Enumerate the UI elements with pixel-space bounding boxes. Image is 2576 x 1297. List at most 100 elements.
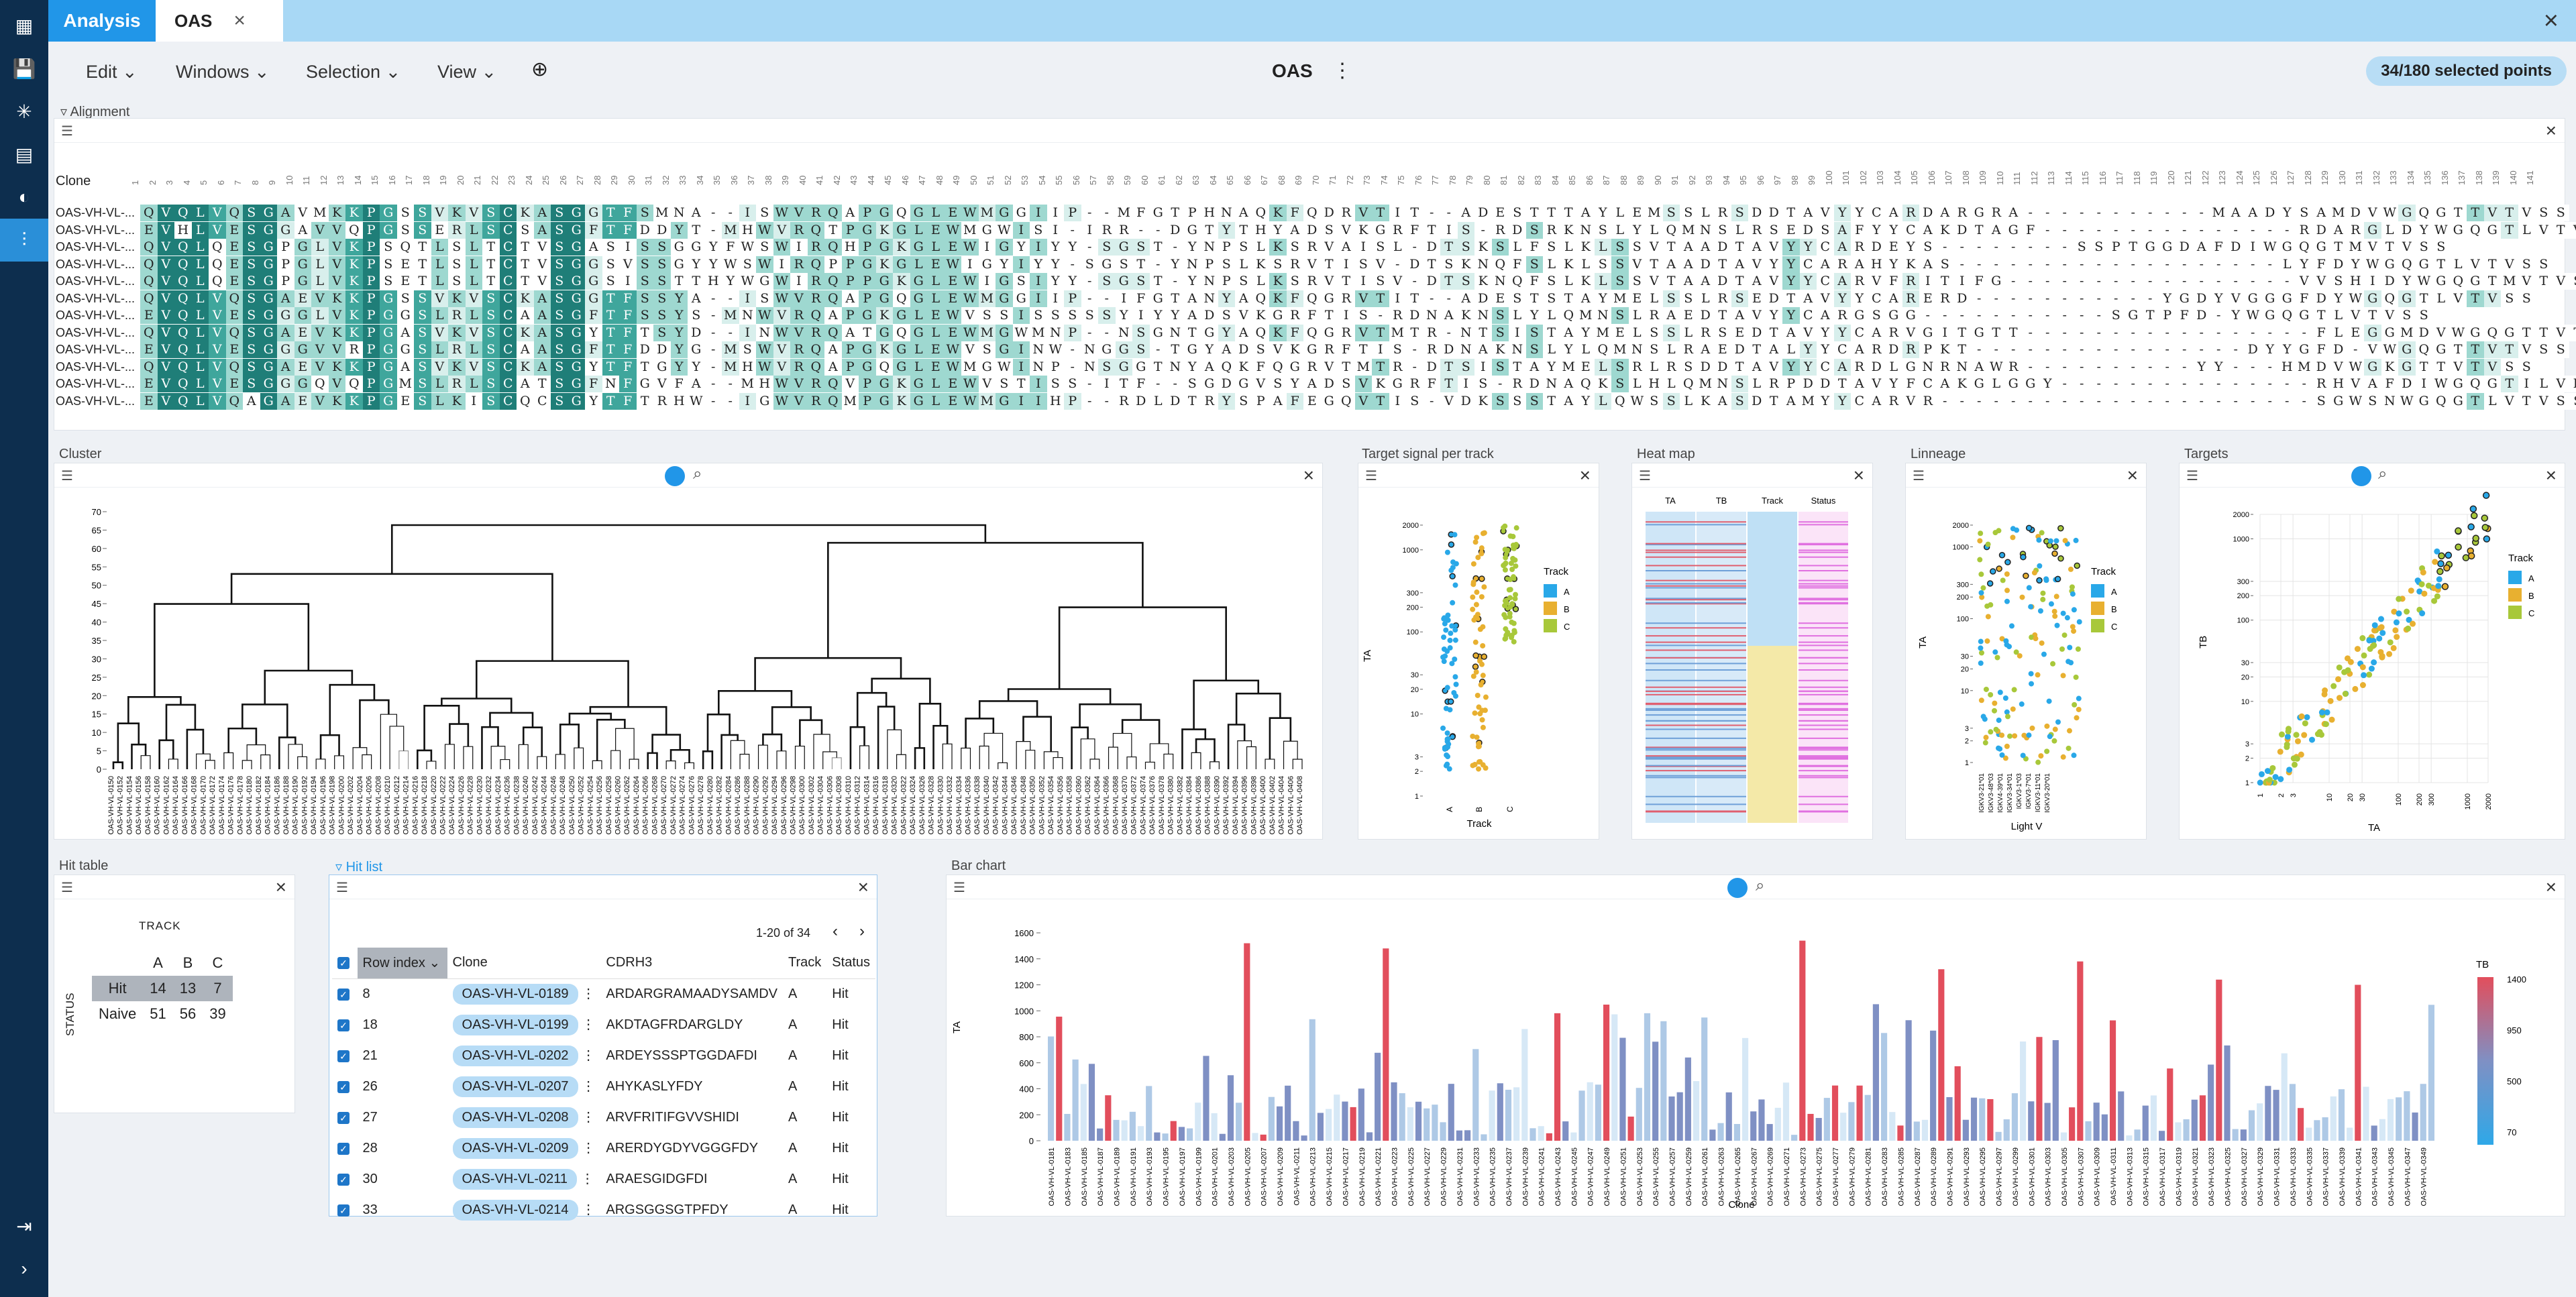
network-icon[interactable]: ✳: [16, 101, 32, 122]
clone-pill[interactable]: OAS-VH-VL-0189: [452, 983, 578, 1005]
more-icon[interactable]: ⋮: [582, 1017, 596, 1032]
document-icon[interactable]: ▤: [15, 144, 34, 165]
menu-selection[interactable]: Selection ⌄: [306, 62, 401, 82]
tab-analysis[interactable]: Analysis: [48, 0, 156, 42]
alignment-row[interactable]: OAS-VH-VL-... Q V Q L V Q S G A V M K K P G S S V K V S C K A S G G…: [54, 205, 2569, 222]
close-icon[interactable]: ×: [233, 9, 246, 32]
filter-icon[interactable]: ☰: [61, 124, 73, 139]
section-hit-list[interactable]: ▿ Hit list: [335, 860, 383, 875]
alignment-row[interactable]: OAS-VH-VL-... E V Q L V E S G G G V V R P G G S L R L S C A A S G F…: [54, 341, 2569, 359]
zoom-icon[interactable]: ⌕: [1756, 877, 1765, 895]
row-checkbox[interactable]: ✓: [332, 978, 358, 1009]
close-icon[interactable]: ×: [857, 877, 869, 897]
close-icon[interactable]: ×: [1579, 465, 1591, 486]
more-icon[interactable]: ⋮: [582, 1109, 596, 1125]
table-row[interactable]: ✓ 28 OAS-VH-VL-0209 ⋮ ARERDYGDYVGGGFDY A…: [332, 1133, 875, 1164]
globe-icon[interactable]: [1727, 878, 1748, 898]
logout-icon[interactable]: ⇥: [16, 1215, 32, 1237]
filter-icon[interactable]: ☰: [1365, 469, 1377, 484]
col-track[interactable]: Track: [783, 948, 827, 979]
clone-pill[interactable]: OAS-VH-VL-0208: [452, 1107, 578, 1128]
alignment-row[interactable]: OAS-VH-VL-... E V Q L V E S G G G L V K P G G S L R L S C A A S G F…: [54, 307, 2563, 325]
clone-cell[interactable]: OAS-VH-VL-0189 ⋮: [447, 978, 601, 1009]
table-row[interactable]: ✓ 26 OAS-VH-VL-0207 ⋮ AHYKASLYFDY A Hit: [332, 1071, 875, 1102]
menu-view[interactable]: View ⌄: [437, 62, 497, 82]
table-row[interactable]: ✓ 8 OAS-VH-VL-0189 ⋮ ARDARGRAMAADYSAMDV …: [332, 978, 875, 1009]
row-checkbox[interactable]: ✓: [332, 1164, 358, 1194]
table-row[interactable]: ✓ 21 OAS-VH-VL-0202 ⋮ ARDEYSSSPTGGDAFDI …: [332, 1040, 875, 1071]
clone-cell[interactable]: OAS-VH-VL-0202 ⋮: [447, 1040, 601, 1071]
more-icon[interactable]: ⋮: [582, 1202, 596, 1217]
clone-pill[interactable]: OAS-VH-VL-0202: [452, 1045, 578, 1066]
row-checkbox[interactable]: ✓: [332, 1071, 358, 1102]
close-icon[interactable]: ×: [275, 877, 286, 897]
palette-icon[interactable]: ◐: [18, 186, 30, 207]
close-icon[interactable]: ×: [1303, 465, 1314, 486]
clone-cell[interactable]: OAS-VH-VL-0199 ⋮: [447, 1009, 601, 1040]
alignment-row[interactable]: OAS-VH-VL-... E V Q L V E S G G G Q V Q P G M S L R L S C A T S G F…: [54, 376, 2576, 393]
row-checkbox[interactable]: ✓: [332, 1194, 358, 1225]
zoom-icon[interactable]: ⊕: [531, 58, 549, 80]
expand-icon[interactable]: ›: [21, 1258, 28, 1279]
more-icon[interactable]: ⋮: [582, 1078, 596, 1094]
clone-pill[interactable]: OAS-VH-VL-0199: [452, 1014, 578, 1035]
zoom-icon[interactable]: ⌕: [2378, 465, 2387, 483]
filter-icon[interactable]: ☰: [1639, 469, 1651, 484]
filter-icon[interactable]: ☰: [61, 881, 73, 895]
menu-edit[interactable]: Edit ⌄: [86, 62, 138, 82]
close-icon[interactable]: ×: [2545, 877, 2557, 897]
filter-icon[interactable]: ☰: [61, 469, 73, 484]
clone-pill[interactable]: OAS-VH-VL-0209: [452, 1137, 578, 1159]
clone-cell[interactable]: OAS-VH-VL-0209 ⋮: [447, 1133, 601, 1164]
table-row[interactable]: ✓ 27 OAS-VH-VL-0208 ⋮ ARVFRITIFGVVSHIDI …: [332, 1102, 875, 1133]
globe-icon[interactable]: [2351, 466, 2371, 486]
tab-oas[interactable]: OAS ×: [156, 0, 283, 42]
row-checkbox[interactable]: ✓: [332, 1133, 358, 1164]
alignment-row[interactable]: OAS-VH-VL-... E V H L V E S G G A V V Q P G S S E R L S C S A S G F…: [54, 221, 2576, 239]
selection-badge[interactable]: 34/180 selected points: [2366, 56, 2567, 86]
select-all-checkbox[interactable]: ✓: [332, 948, 358, 979]
alignment-row[interactable]: OAS-VH-VL-... Q V Q L Q E S G P G L V K P S E T L S L T C T V S G G…: [54, 273, 2576, 290]
apps-grid-icon[interactable]: ▦: [15, 15, 34, 36]
prev-page-icon[interactable]: ‹: [833, 922, 838, 940]
close-icon[interactable]: ×: [2545, 120, 2557, 141]
globe-icon[interactable]: [665, 466, 685, 486]
menu-windows[interactable]: Windows ⌄: [176, 62, 270, 82]
alignment-row[interactable]: OAS-VH-VL-... Q V Q L V Q S G A E V K K P G A S V K V S C K A S G Y…: [54, 358, 2563, 376]
alignment-row[interactable]: OAS-VH-VL-... Q V Q L V Q S G A E V K K P G S S V K V S C K A S G G…: [54, 290, 2563, 308]
alignment-row[interactable]: OAS-VH-VL-... Q V Q L Q E S G P G L V K P S Q T L S L T C T V S G A…: [54, 239, 2563, 256]
table-row[interactable]: Naive 51 56 39: [92, 1001, 233, 1027]
clone-cell[interactable]: OAS-VH-VL-0208 ⋮: [447, 1102, 601, 1133]
col-row-index[interactable]: Row index ⌄: [357, 948, 447, 979]
clone-cell[interactable]: OAS-VH-VL-0211 ⋮: [447, 1164, 601, 1194]
table-row[interactable]: ✓ 30 OAS-VH-VL-0211 ⋮ ARAESGIDGFDI A Hit: [332, 1164, 875, 1194]
close-icon[interactable]: ×: [2127, 465, 2138, 486]
filter-icon[interactable]: ☰: [953, 881, 965, 895]
table-row[interactable]: ✓ 33 OAS-VH-VL-0214 ⋮ ARGSGGSGTPFDY A Hi…: [332, 1194, 875, 1225]
section-alignment[interactable]: ▿ Alignment: [60, 105, 130, 119]
table-row[interactable]: ✓ 18 OAS-VH-VL-0199 ⋮ AKDTAGFRDARGLDY A …: [332, 1009, 875, 1040]
clone-pill[interactable]: OAS-VH-VL-0211: [452, 1168, 578, 1190]
zoom-icon[interactable]: ⌕: [693, 465, 702, 483]
table-row[interactable]: Hit 14 13 7: [92, 976, 233, 1001]
clone-cell[interactable]: OAS-VH-VL-0214 ⋮: [447, 1194, 601, 1225]
clone-pill[interactable]: OAS-VH-VL-0207: [452, 1076, 578, 1097]
filter-icon[interactable]: ☰: [336, 881, 348, 895]
row-checkbox[interactable]: ✓: [332, 1040, 358, 1071]
save-icon[interactable]: 💾: [12, 58, 36, 79]
more-icon[interactable]: ⋮: [582, 986, 596, 1001]
more-icon[interactable]: ⋮: [1332, 60, 1352, 82]
row-checkbox[interactable]: ✓: [332, 1102, 358, 1133]
filter-icon[interactable]: ☰: [2186, 469, 2198, 484]
alignment-row[interactable]: OAS-VH-VL-... Q V Q L Q E S G P G L V K P S E T L S L T C T V S G G…: [54, 256, 2563, 274]
alignment-row[interactable]: OAS-VH-VL-... E V Q L V Q A G A E V K K P G E S L K I S C Q C S G Y…: [54, 392, 2576, 410]
row-checkbox[interactable]: ✓: [332, 1009, 358, 1040]
alignment-row[interactable]: OAS-VH-VL-... Q V Q L V Q S G A E V K K P G A S V K V S C K A S G Y…: [54, 324, 2576, 342]
filter-icon[interactable]: ☰: [1913, 469, 1925, 484]
close-icon[interactable]: ×: [1853, 465, 1864, 486]
more-icon[interactable]: ⋮: [582, 1140, 596, 1155]
more-icon[interactable]: ⋮: [582, 1048, 596, 1063]
next-page-icon[interactable]: ›: [859, 922, 865, 940]
more-icon[interactable]: ⋮: [580, 1171, 594, 1186]
close-icon[interactable]: ×: [2545, 465, 2557, 486]
